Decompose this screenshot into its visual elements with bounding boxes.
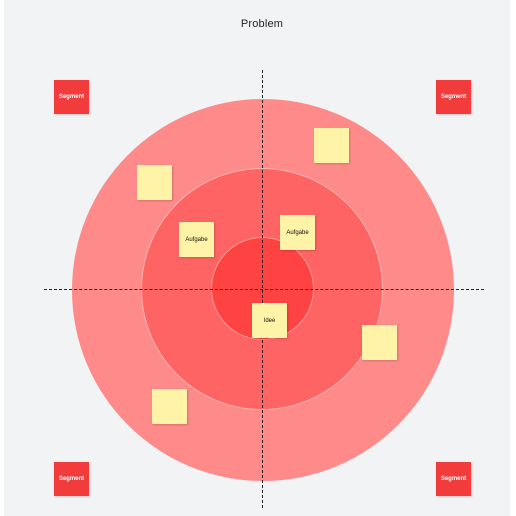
sticky-note-aufgabe[interactable]: Aufgabe [179,222,214,257]
segment-label-bottom-right[interactable]: Segment [436,462,471,496]
sticky-note[interactable] [362,325,397,360]
sticky-note[interactable] [314,128,349,163]
segment-label-top-right[interactable]: Segment [436,80,471,114]
diagram-title: Problem [240,18,284,30]
segment-label-top-left[interactable]: Segment [54,80,89,114]
sticky-note-aufgabe[interactable]: Aufgabe [280,215,315,250]
sticky-note[interactable] [137,165,172,200]
horizontal-axis-line [44,289,484,290]
sticky-note-idee[interactable]: Idee [252,303,287,338]
sticky-note[interactable] [152,389,187,424]
segment-label-bottom-left[interactable]: Segment [54,462,89,496]
